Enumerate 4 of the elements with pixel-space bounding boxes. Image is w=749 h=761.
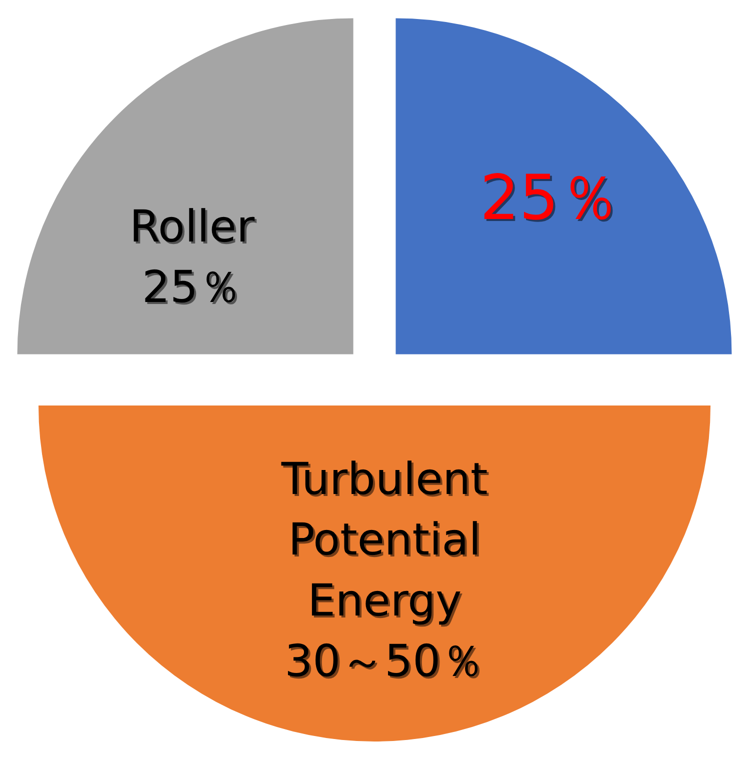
- data-label: 30～50％: [286, 638, 487, 690]
- category-label: Turbulent Potential Energy: [281, 454, 488, 626]
- data-label: 25％: [482, 163, 623, 236]
- data-label: 25％: [144, 264, 244, 316]
